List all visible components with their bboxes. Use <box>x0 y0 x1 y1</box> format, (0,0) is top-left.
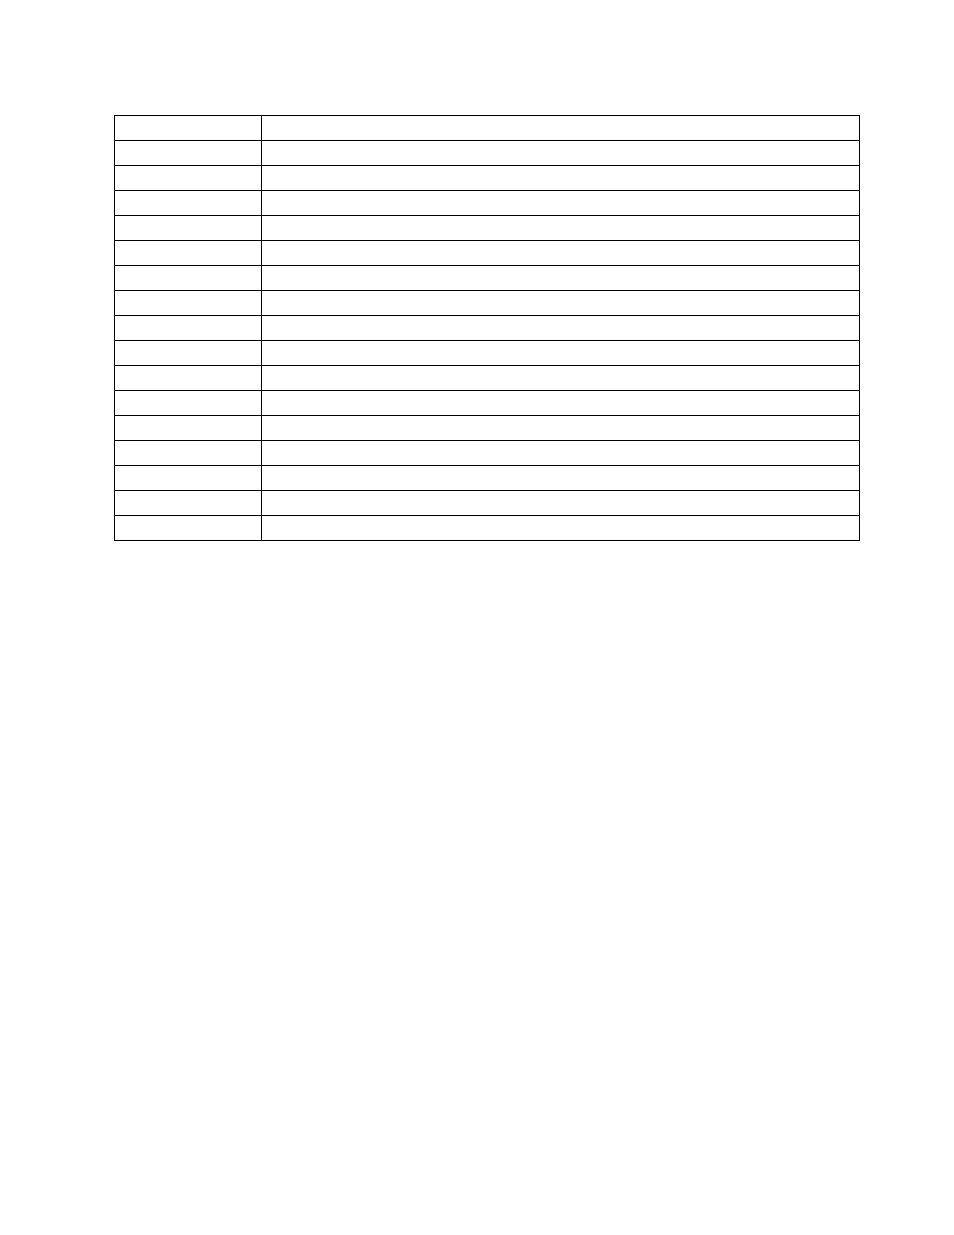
table-row <box>115 116 860 141</box>
table-cell <box>262 366 860 391</box>
table-cell <box>262 291 860 316</box>
page <box>0 0 954 1235</box>
table-row <box>115 466 860 491</box>
table-cell <box>115 441 262 466</box>
table-cell <box>262 391 860 416</box>
blank-table <box>114 115 860 541</box>
table-row <box>115 266 860 291</box>
table-cell <box>262 491 860 516</box>
table-cell <box>262 241 860 266</box>
table-row <box>115 141 860 166</box>
table-cell <box>115 291 262 316</box>
table-cell <box>115 316 262 341</box>
table-row <box>115 516 860 541</box>
table-cell <box>115 266 262 291</box>
table-cell <box>115 416 262 441</box>
table-cell <box>115 241 262 266</box>
table-row <box>115 216 860 241</box>
table-row <box>115 441 860 466</box>
table-cell <box>115 216 262 241</box>
table-cell <box>262 166 860 191</box>
table-row <box>115 391 860 416</box>
table-cell <box>115 191 262 216</box>
table-cell <box>262 141 860 166</box>
table-row <box>115 291 860 316</box>
table-cell <box>115 516 262 541</box>
table-row <box>115 366 860 391</box>
table-row <box>115 241 860 266</box>
table-cell <box>262 266 860 291</box>
table-cell <box>115 491 262 516</box>
table-cell <box>115 366 262 391</box>
table-row <box>115 166 860 191</box>
table-row <box>115 491 860 516</box>
table-cell <box>262 416 860 441</box>
table-cell <box>262 116 860 141</box>
table-cell <box>262 341 860 366</box>
table-cell <box>262 191 860 216</box>
table-cell <box>262 466 860 491</box>
table-row <box>115 341 860 366</box>
table-cell <box>262 441 860 466</box>
table-cell <box>262 516 860 541</box>
table-cell <box>262 216 860 241</box>
table-row <box>115 316 860 341</box>
table-row <box>115 191 860 216</box>
table-cell <box>115 166 262 191</box>
table-cell <box>115 141 262 166</box>
table-cell <box>115 116 262 141</box>
table-row <box>115 416 860 441</box>
table-cell <box>115 391 262 416</box>
table-cell <box>115 341 262 366</box>
table-cell <box>115 466 262 491</box>
table-cell <box>262 316 860 341</box>
